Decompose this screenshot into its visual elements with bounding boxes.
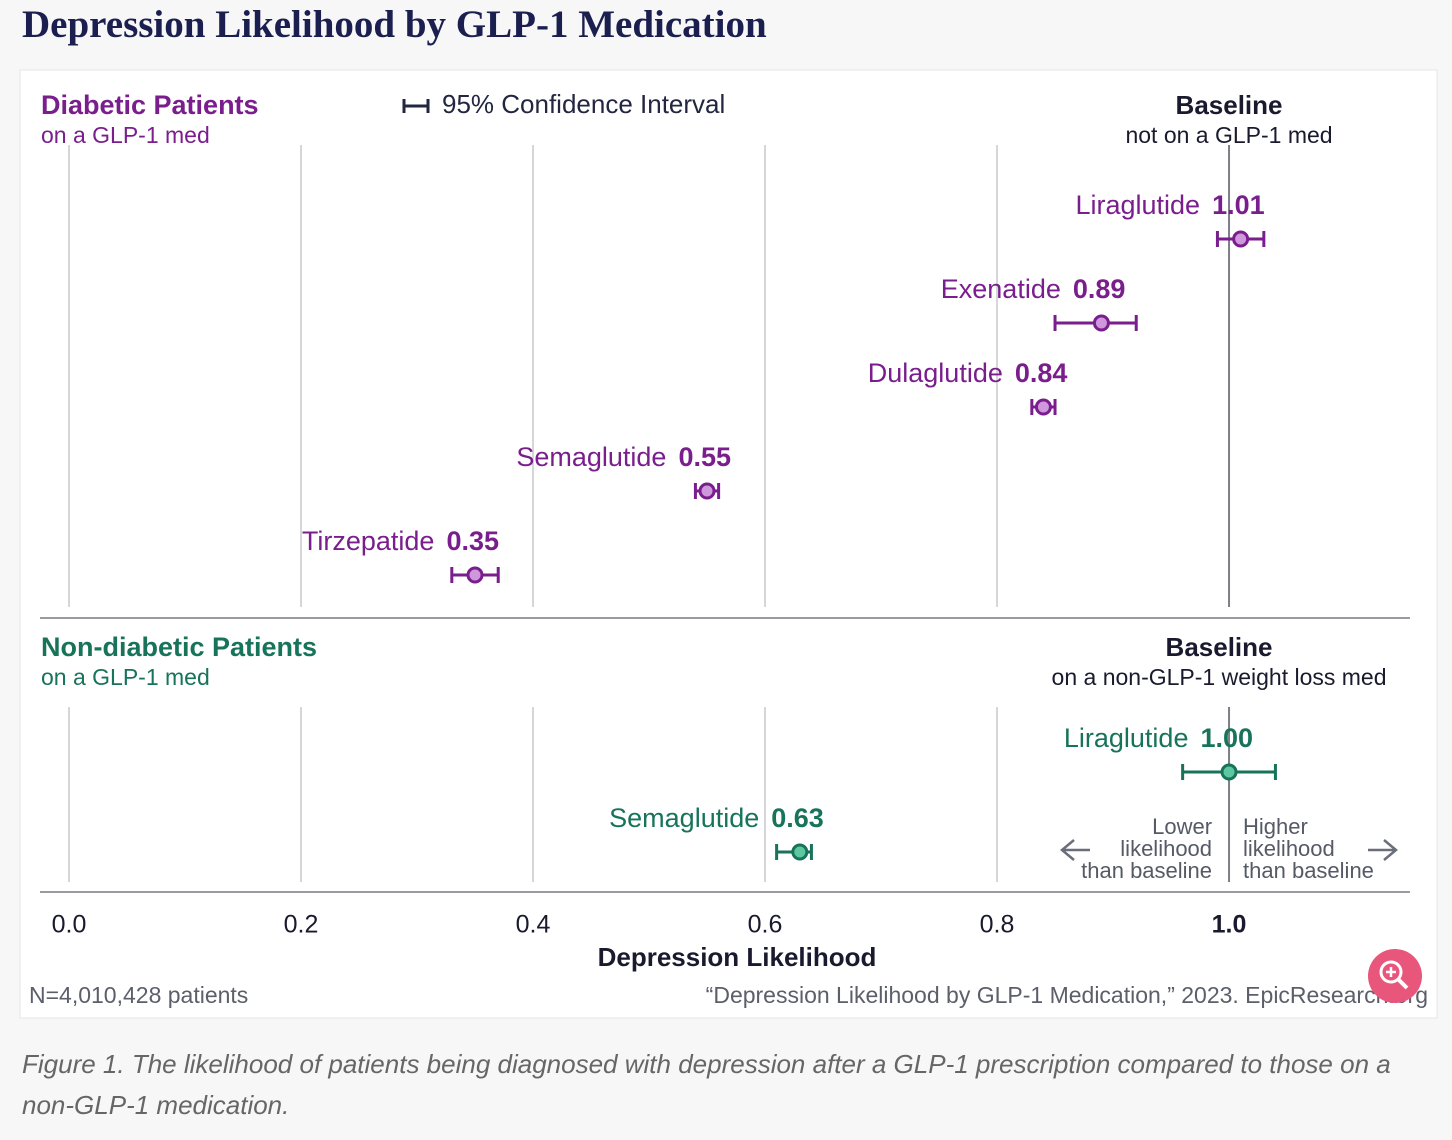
category-label: Exenatide [941,274,1061,304]
legend-icon [402,99,430,113]
category-label: Semaglutide [609,803,759,833]
point [698,482,716,500]
x-tick-label: 0.2 [284,911,319,939]
direction-arrows [1060,839,1398,861]
point [466,566,484,584]
x-tick-label: 0.8 [980,911,1015,939]
chart: 95% Confidence Interval Depression Likel… [19,69,1438,1019]
annotation-lower: than baseline [1081,858,1212,883]
category-label: Semaglutide [516,442,666,472]
value-label: 0.84 [1015,358,1068,388]
category-label: Liraglutide [1075,190,1200,220]
panel-title: Non-diabetic Patients [41,632,317,662]
row-label: Dulaglutide 0.84 [868,358,1068,388]
x-tick-label: 1.0 [1212,911,1247,939]
zoom-button[interactable] [1368,949,1422,1003]
category-label: Dulaglutide [868,358,1003,388]
annotation-higher: likelihood [1243,836,1335,861]
caption: Figure 1. The likelihood of patients bei… [22,1049,1391,1120]
page-title: Depression Likelihood by GLP-1 Medicatio… [22,3,767,46]
value-label: 1.00 [1200,723,1253,753]
row-label: Exenatide 0.89 [941,274,1126,304]
point [791,843,809,861]
x-tick-label: 0.6 [748,911,783,939]
row-label: Semaglutide 0.55 [516,442,731,472]
row-label: Liraglutide 1.01 [1075,190,1264,220]
annotation-higher: than baseline [1243,858,1374,883]
category-label: Liraglutide [1064,723,1189,753]
baseline-title: Baseline [1176,90,1283,120]
point [1034,398,1052,416]
x-tick-label: 0.0 [52,911,87,939]
value-label: 0.63 [771,803,824,833]
row-label: Tirzepatide 0.35 [302,526,499,556]
row-label: Semaglutide 0.63 [609,803,824,833]
value-label: 1.01 [1212,190,1265,220]
source: “Depression Likelihood by GLP-1 Medicati… [706,982,1428,1008]
panel-title: Diabetic Patients [41,90,259,120]
panel-subtitle: on a GLP-1 med [41,122,210,148]
baseline-title: Baseline [1166,632,1273,662]
baseline-subtitle: on a non-GLP-1 weight loss med [1052,664,1387,690]
annotation-lower: Lower [1152,814,1212,839]
note: N=4,010,428 patients [29,982,248,1008]
baseline-subtitle: not on a GLP-1 med [1125,122,1332,148]
x-tick-label: 0.4 [516,911,551,939]
panel-subtitle: on a GLP-1 med [41,664,210,690]
annotation-lower: likelihood [1120,836,1212,861]
row-label: Liraglutide 1.00 [1064,723,1253,753]
point [1220,763,1238,781]
value-label: 0.35 [446,526,499,556]
chart-card [19,69,1438,1019]
point [1092,314,1110,332]
point [1232,230,1250,248]
value-label: 0.89 [1073,274,1126,304]
x-axis-label: Depression Likelihood [598,942,877,972]
category-label: Tirzepatide [302,526,435,556]
annotation-higher: Higher [1243,814,1308,839]
legend-label: 95% Confidence Interval [442,89,725,119]
value-label: 0.55 [678,442,731,472]
